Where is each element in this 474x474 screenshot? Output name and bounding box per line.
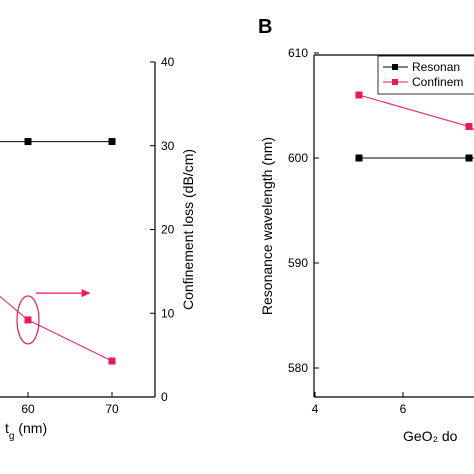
data-point bbox=[355, 91, 363, 99]
y2-tick-label: 10 bbox=[161, 306, 175, 320]
legend-label: Resonan bbox=[412, 60, 460, 74]
y2-tick-label: 0 bbox=[161, 390, 168, 404]
legend-marker bbox=[392, 64, 398, 70]
y-tick-label: 590 bbox=[288, 256, 308, 270]
y-axis-label: Resonance wavelength (nm) bbox=[259, 137, 275, 315]
y2-axis-label: Confinement loss (dB/cm) bbox=[180, 149, 196, 310]
y-tick-label: 580 bbox=[288, 361, 308, 375]
y-tick-label: 610 bbox=[288, 46, 308, 60]
data-point bbox=[108, 357, 116, 365]
x-tick-label: 6 bbox=[400, 402, 407, 416]
x-axis-label: tg (nm) bbox=[5, 420, 47, 442]
y2-tick-label: 40 bbox=[161, 55, 175, 69]
x-axis-label: GeO₂ do bbox=[403, 428, 458, 444]
panel-label: B bbox=[258, 16, 272, 38]
panel-a: 506070010203040tg (nm)Confinement loss (… bbox=[0, 55, 196, 442]
legend-label: Confinem bbox=[412, 75, 463, 89]
legend-marker bbox=[392, 79, 398, 85]
data-point bbox=[24, 316, 32, 324]
data-point bbox=[108, 138, 116, 146]
data-point bbox=[465, 154, 473, 162]
y2-tick-label: 30 bbox=[161, 139, 175, 153]
data-point bbox=[355, 154, 363, 162]
annotation-arrow-head bbox=[81, 289, 91, 298]
x-tick-label: 70 bbox=[105, 402, 119, 416]
data-point bbox=[465, 123, 473, 130]
y2-tick-label: 20 bbox=[161, 223, 175, 237]
y-tick-label: 600 bbox=[288, 151, 308, 165]
annotation-ellipse bbox=[16, 295, 40, 345]
data-point bbox=[24, 138, 32, 146]
x-tick-label: 60 bbox=[21, 402, 35, 416]
panel-b: B580590600610468Resonance wavelength (nm… bbox=[258, 16, 474, 444]
series-line-1 bbox=[358, 94, 474, 131]
legend-box bbox=[377, 55, 474, 95]
x-tick-label: 4 bbox=[312, 402, 319, 416]
